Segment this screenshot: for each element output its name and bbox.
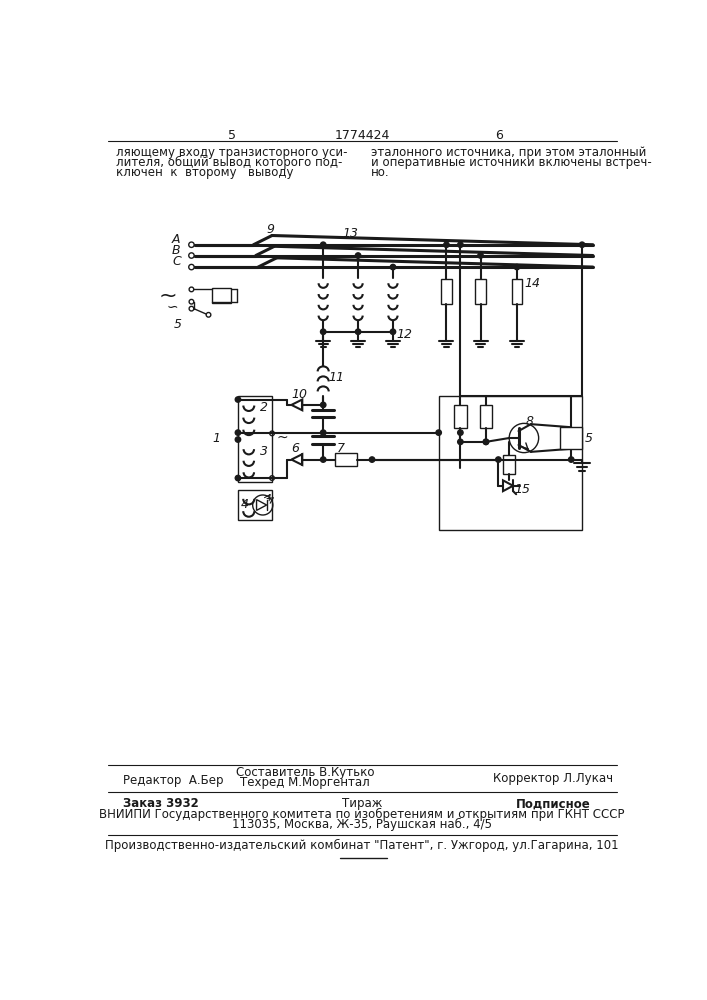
Circle shape [320, 402, 326, 408]
Text: эталонного источника, при этом эталонный: эталонного источника, при этом эталонный [371, 146, 647, 159]
Text: A: A [172, 233, 180, 246]
Bar [238, 490, 272, 520]
Text: 12: 12 [397, 328, 413, 341]
Bar [438, 396, 582, 530]
Text: 3: 3 [259, 445, 268, 458]
Bar [512, 279, 522, 304]
Bar [480, 405, 492, 428]
Bar [475, 279, 486, 304]
Circle shape [235, 430, 240, 435]
Circle shape [369, 457, 375, 462]
Text: и оперативные источники включены встреч-: и оперативные источники включены встреч- [371, 156, 652, 169]
Text: 8: 8 [525, 415, 534, 428]
Circle shape [320, 329, 326, 334]
Circle shape [496, 457, 501, 462]
Text: 15: 15 [515, 483, 531, 496]
Circle shape [390, 329, 396, 334]
Text: B: B [172, 244, 181, 257]
Circle shape [320, 242, 326, 247]
Text: 6: 6 [291, 442, 300, 455]
Circle shape [320, 430, 326, 435]
Circle shape [478, 253, 484, 258]
Bar [441, 279, 452, 304]
Text: но.: но. [371, 166, 390, 179]
Text: 1: 1 [212, 432, 221, 445]
Circle shape [356, 329, 361, 334]
Text: 5: 5 [174, 318, 182, 331]
Text: C: C [172, 255, 181, 268]
Circle shape [235, 475, 240, 481]
Circle shape [568, 457, 574, 462]
Circle shape [235, 437, 240, 442]
Text: Техред М.Моргентал: Техред М.Моргентал [240, 776, 370, 789]
Text: 11: 11 [329, 371, 344, 384]
Text: 7: 7 [337, 442, 344, 455]
Circle shape [484, 439, 489, 445]
Text: Редактор  А.Бер: Редактор А.Бер [123, 774, 223, 787]
Circle shape [390, 264, 396, 270]
Text: ВНИИПИ Государственного комитета по изобретениям и открытиям при ГКНТ СССР: ВНИИПИ Государственного комитета по изоб… [99, 808, 625, 821]
Text: 9: 9 [267, 223, 274, 236]
Text: Подписное: Подписное [516, 797, 591, 810]
Text: лителя, общий вывод которого под-: лителя, общий вывод которого под- [115, 156, 342, 169]
Circle shape [235, 397, 240, 402]
Bar [335, 453, 356, 466]
Circle shape [436, 430, 441, 435]
Text: 113035, Москва, Ж-35, Раушская наб., 4/5: 113035, Москва, Ж-35, Раушская наб., 4/5 [232, 818, 492, 831]
Circle shape [514, 264, 520, 270]
Circle shape [457, 242, 463, 247]
Text: 1774424: 1774424 [334, 129, 390, 142]
Circle shape [356, 253, 361, 258]
Circle shape [484, 439, 489, 445]
Text: 10: 10 [291, 388, 308, 401]
Text: ~: ~ [276, 430, 288, 444]
Text: Производственно-издательский комбинат "Патент", г. Ужгород, ул.Гагарина, 101: Производственно-издательский комбинат "П… [105, 839, 619, 852]
Bar [503, 455, 515, 474]
Text: Корректор Л.Лукач: Корректор Л.Лукач [493, 772, 614, 785]
Circle shape [457, 430, 463, 435]
Text: 14: 14 [525, 277, 541, 290]
Text: 6: 6 [495, 129, 503, 142]
Text: 5: 5 [585, 432, 593, 445]
Circle shape [320, 457, 326, 462]
Text: Составитель В.Кутько: Составитель В.Кутько [236, 766, 375, 779]
Bar [238, 396, 272, 482]
Bar [212, 288, 231, 303]
Circle shape [457, 439, 463, 445]
Text: ляющему входу транзисторного уси-: ляющему входу транзисторного уси- [115, 146, 347, 159]
Bar [561, 427, 582, 449]
Circle shape [444, 242, 449, 247]
Text: ~: ~ [159, 286, 177, 306]
Text: Заказ 3932: Заказ 3932 [123, 797, 199, 810]
Circle shape [579, 242, 585, 247]
Text: 4: 4 [241, 498, 249, 512]
Text: 5: 5 [228, 129, 235, 142]
Text: 13: 13 [343, 227, 358, 240]
Text: Тираж: Тираж [341, 797, 382, 810]
Text: 2: 2 [259, 401, 268, 414]
Bar [454, 405, 467, 428]
Text: ∽: ∽ [166, 300, 178, 314]
Text: ключен  к  второму   выводу: ключен к второму выводу [115, 166, 293, 179]
